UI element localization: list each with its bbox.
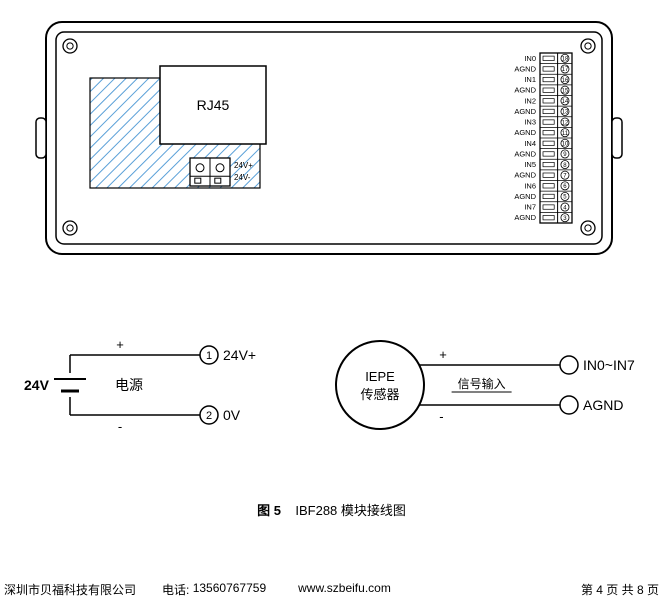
svg-text:12: 12 (562, 120, 569, 126)
svg-text:AGND: AGND (583, 397, 623, 413)
svg-text:AGND: AGND (514, 107, 536, 116)
svg-text:AGND: AGND (514, 64, 536, 73)
svg-text:14: 14 (562, 99, 569, 105)
svg-text:13: 13 (562, 110, 569, 116)
svg-text:AGND: AGND (514, 128, 536, 137)
caption-text: IBF288 模块接线图 (295, 503, 406, 518)
svg-text:-: - (118, 419, 122, 434)
svg-text:传感器: 传感器 (360, 387, 399, 402)
svg-text:RJ45: RJ45 (197, 97, 230, 113)
svg-text:24V-: 24V- (234, 173, 251, 182)
svg-text:16: 16 (562, 78, 569, 84)
svg-text:IN1: IN1 (524, 75, 536, 84)
footer-phone-label: 电话: (162, 581, 189, 598)
footer-page: 第 4 页 共 8 页 (581, 581, 659, 598)
figure-caption: 图 5 IBF288 模块接线图 (0, 500, 663, 519)
svg-text:1: 1 (206, 350, 212, 362)
svg-text:24V+: 24V+ (234, 161, 253, 170)
svg-text:IEPE: IEPE (365, 369, 395, 384)
svg-text:IN0~IN7: IN0~IN7 (583, 357, 635, 373)
svg-text:24V: 24V (24, 377, 50, 393)
svg-text:IN4: IN4 (524, 139, 536, 148)
footer-url: www.szbeifu.com (298, 581, 391, 598)
svg-text:2: 2 (206, 410, 212, 422)
svg-text:+: + (116, 337, 124, 352)
svg-text:-: - (439, 409, 443, 424)
svg-text:AGND: AGND (514, 192, 536, 201)
footer-company: 深圳市贝福科技有限公司 (4, 581, 136, 598)
power-schematic: + - 24V 电源 1 24V+ 2 0V (0, 300, 300, 460)
svg-text:IN7: IN7 (524, 203, 536, 212)
svg-text:0V: 0V (223, 407, 241, 423)
svg-text:17: 17 (562, 67, 569, 73)
svg-text:AGND: AGND (514, 86, 536, 95)
svg-text:+: + (439, 347, 447, 362)
svg-text:信号输入: 信号输入 (458, 376, 506, 391)
page-footer: 深圳市贝福科技有限公司 电话: 13560767759 www.szbeifu.… (0, 581, 663, 598)
svg-text:18: 18 (562, 57, 569, 63)
svg-text:电源: 电源 (115, 377, 143, 393)
module-diagram: RJ45 24V+ 24V- 18 IN0 17 AGND 16 IN1 15 AGND 14 IN2 1… (0, 0, 663, 280)
svg-text:IN5: IN5 (524, 160, 536, 169)
svg-text:AGND: AGND (514, 171, 536, 180)
caption-fig: 图 5 (257, 503, 281, 518)
svg-text:AGND: AGND (514, 149, 536, 158)
sensor-schematic: IEPE 传感器 + - 信号输入 IN0~IN7 AGND (300, 300, 660, 460)
svg-text:IN3: IN3 (524, 118, 536, 127)
svg-text:IN2: IN2 (524, 96, 536, 105)
svg-text:11: 11 (562, 131, 569, 137)
footer-phone: 13560767759 (193, 581, 266, 598)
svg-text:IN0: IN0 (524, 54, 536, 63)
svg-text:24V+: 24V+ (223, 347, 256, 363)
svg-text:15: 15 (562, 88, 569, 94)
svg-text:IN6: IN6 (524, 181, 536, 190)
svg-text:10: 10 (562, 142, 569, 148)
svg-text:AGND: AGND (514, 213, 536, 222)
